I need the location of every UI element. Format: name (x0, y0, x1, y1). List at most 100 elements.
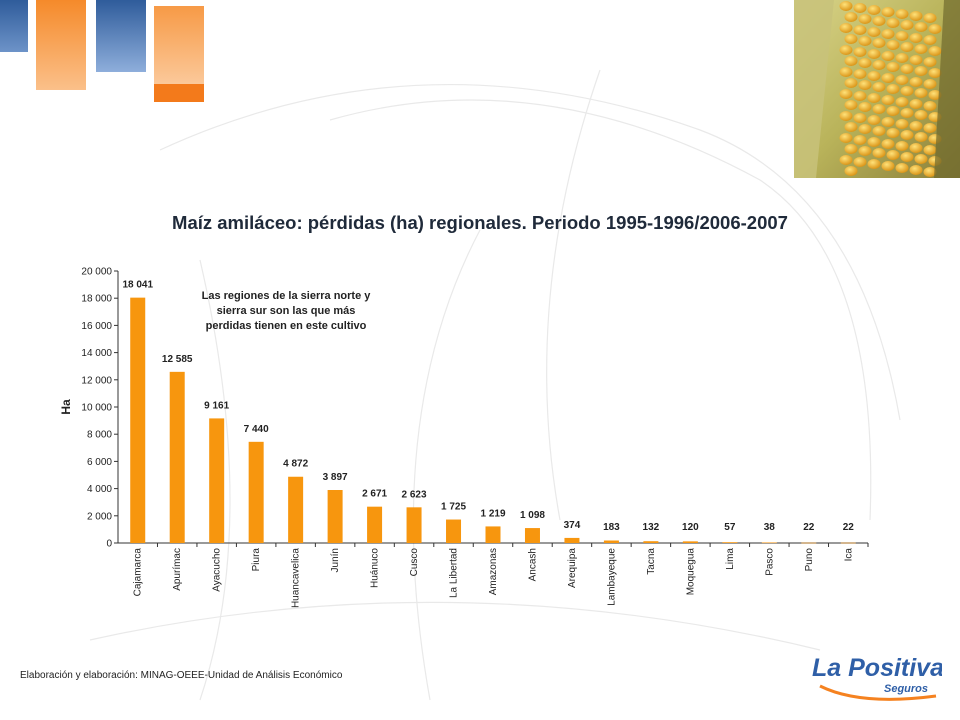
bar (248, 441, 264, 543)
corn-kernel (872, 148, 886, 158)
corn-kernel (895, 31, 909, 41)
y-tick-label: 12 000 (81, 375, 112, 386)
bar-value-label: 22 (843, 522, 855, 533)
corn-kernel (895, 53, 909, 63)
corn-kernel (886, 40, 900, 50)
svg-text:La Positiva: La Positiva (812, 654, 942, 682)
x-tick-label: Amazonas (488, 548, 499, 595)
corn-kernel (872, 82, 886, 92)
corn-kernel (858, 36, 872, 46)
corn-kernel (895, 119, 909, 129)
corn-kernel (923, 101, 937, 111)
corn-kernel (872, 38, 886, 48)
x-tick-label: Arequipa (567, 548, 578, 588)
corn-kernel (844, 144, 858, 154)
corn-kernel (858, 14, 872, 24)
x-tick-label: Ayacucho (212, 548, 223, 592)
corn-kernel (900, 86, 914, 96)
corn-kernel (900, 152, 914, 162)
corn-kernel (881, 139, 895, 149)
corn-kernel (839, 23, 853, 33)
y-tick-label: 0 (106, 539, 112, 550)
bar (564, 537, 580, 543)
corn-kernel (867, 137, 881, 147)
la-positiva-logo: La Positiva Seguros (812, 654, 942, 701)
corn-kernel (900, 108, 914, 118)
bar (485, 526, 501, 543)
corn-kernel (914, 88, 928, 98)
corn-kernel (844, 78, 858, 88)
logo-block-orange-2-base (154, 84, 204, 102)
corn-kernel (867, 159, 881, 169)
bar-value-label: 183 (603, 522, 620, 533)
bar (643, 541, 659, 543)
bar-value-label: 2 671 (362, 489, 387, 500)
bar (524, 528, 540, 543)
corn-kernel (853, 3, 867, 13)
bar-value-label: 1 219 (480, 508, 505, 519)
x-tick-label: Tacna (646, 548, 657, 575)
corn-kernel (867, 115, 881, 125)
corn-kernel (909, 99, 923, 109)
bar-value-label: 374 (564, 520, 581, 531)
y-tick-label: 20 000 (81, 267, 112, 278)
corn-kernel (923, 13, 937, 23)
corn-kernel (900, 64, 914, 74)
corn-kernel (844, 166, 858, 176)
bar-value-label: 1 725 (441, 502, 466, 513)
corn-kernel (886, 150, 900, 160)
corn-kernel (872, 126, 886, 136)
corn-kernel (914, 22, 928, 32)
corn-kernel (886, 18, 900, 28)
corn-kernel (853, 157, 867, 167)
corn-kernel (909, 77, 923, 87)
corn-kernel (881, 29, 895, 39)
bar-value-label: 3 897 (323, 472, 348, 483)
bar-value-label: 2 623 (402, 489, 427, 500)
y-tick-label: 18 000 (81, 294, 112, 305)
corn-kernel (872, 104, 886, 114)
bar (327, 490, 343, 543)
bar (367, 506, 383, 543)
bar-value-label: 18 041 (122, 280, 153, 291)
corn-kernel (881, 51, 895, 61)
corn-kernel (909, 55, 923, 65)
corn-kernel (858, 124, 872, 134)
corn-kernel (895, 163, 909, 173)
y-tick-label: 8 000 (87, 430, 112, 441)
corn-kernel (923, 57, 937, 67)
y-axis-title: Ha (59, 399, 73, 415)
corn-kernel (844, 56, 858, 66)
bar-value-label: 1 098 (520, 510, 545, 521)
y-tick-label: 14 000 (81, 348, 112, 359)
chart-annotation: Las regiones de la sierra norte y sierra… (201, 290, 371, 332)
corn-kernel (872, 16, 886, 26)
x-tick-label: Pasco (764, 548, 775, 576)
x-tick-label: Huánuco (370, 548, 381, 588)
bar (406, 507, 422, 543)
corn-kernel (881, 161, 895, 171)
bar-value-label: 57 (724, 522, 736, 533)
corn-kernel (914, 66, 928, 76)
corn-kernel (881, 7, 895, 17)
bar (801, 542, 817, 544)
bar (682, 541, 698, 543)
corn-kernel (867, 93, 881, 103)
corn-kernel (928, 90, 942, 100)
corn-kernel (858, 80, 872, 90)
corn-kernel (914, 44, 928, 54)
bar-value-label: 12 585 (162, 354, 193, 365)
corn-kernel (909, 121, 923, 131)
corn-kernel (853, 25, 867, 35)
bar (169, 371, 185, 543)
corn-kernel (867, 71, 881, 81)
corn-kernel (923, 35, 937, 45)
corn-kernel (839, 155, 853, 165)
corn-kernel (900, 42, 914, 52)
bar (288, 476, 304, 543)
corn-kernel (886, 106, 900, 116)
x-tick-label: Junín (330, 548, 341, 572)
corn-kernel (839, 89, 853, 99)
